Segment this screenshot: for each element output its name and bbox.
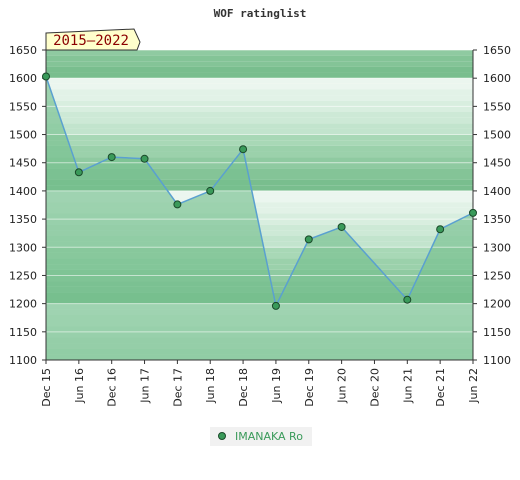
data-point-7 bbox=[271, 301, 280, 310]
band-30 bbox=[46, 219, 473, 225]
band-9 bbox=[46, 100, 473, 107]
series-area bbox=[46, 76, 473, 360]
band-20 bbox=[46, 162, 473, 169]
data-point-10 bbox=[403, 295, 412, 304]
y-label-right-1550: 1550 bbox=[483, 100, 511, 113]
band-28 bbox=[46, 207, 473, 214]
data-point-11 bbox=[436, 225, 445, 234]
period-badge-text: 2015–2022 bbox=[53, 33, 129, 49]
data-point-6 bbox=[239, 145, 248, 154]
period-badge-shape bbox=[45, 28, 141, 51]
x-label-5: Jun 18 bbox=[204, 368, 217, 404]
band-1 bbox=[46, 55, 473, 62]
y-label-left-1300: 1300 bbox=[9, 241, 37, 254]
data-point-0 bbox=[42, 72, 50, 81]
y-label-right-1150: 1150 bbox=[483, 326, 511, 339]
y-label-right-1600: 1600 bbox=[483, 72, 511, 85]
x-label-3: Jun 17 bbox=[139, 368, 152, 404]
x-label-10: Dec 20 bbox=[368, 368, 381, 407]
band-21 bbox=[46, 168, 473, 174]
data-point-9 bbox=[337, 222, 346, 231]
axes bbox=[45, 50, 474, 361]
data-point-2 bbox=[107, 153, 116, 162]
band-24 bbox=[46, 185, 473, 191]
y-label-left-1550: 1550 bbox=[9, 100, 37, 113]
y-label-right-1650: 1650 bbox=[483, 44, 511, 57]
chart-title: WOF ratinglist bbox=[214, 7, 307, 20]
y-label-right-1250: 1250 bbox=[483, 269, 511, 282]
legend-box bbox=[210, 427, 312, 446]
y-label-left-1150: 1150 bbox=[9, 326, 37, 339]
band-17 bbox=[46, 145, 473, 152]
band-25 bbox=[46, 190, 473, 197]
band-14 bbox=[46, 128, 473, 135]
y-label-left-1400: 1400 bbox=[9, 185, 37, 198]
x-label-6: Dec 18 bbox=[237, 368, 250, 407]
x-label-13: Jun 22 bbox=[467, 368, 480, 404]
band-13 bbox=[46, 123, 473, 129]
band-8 bbox=[46, 95, 473, 101]
y-label-left-1500: 1500 bbox=[9, 129, 37, 142]
band-18 bbox=[46, 151, 473, 158]
band-7 bbox=[46, 89, 473, 96]
y-label-right-1400: 1400 bbox=[483, 185, 511, 198]
y-axis-left-labels: 1650 1600 1550 1500 1450 1400 1350 1300 1250 1200… bbox=[9, 44, 37, 367]
data-point-12 bbox=[469, 208, 477, 217]
period-badge: 2015–2022 bbox=[45, 28, 141, 51]
band-11 bbox=[46, 112, 473, 118]
band-16 bbox=[46, 140, 473, 146]
data-point-8 bbox=[304, 235, 313, 244]
y-label-left-1450: 1450 bbox=[9, 157, 37, 170]
y-label-left-1100: 1100 bbox=[9, 354, 37, 367]
y-label-left-1650: 1650 bbox=[9, 44, 37, 57]
x-label-1: Jun 16 bbox=[73, 368, 86, 404]
legend: IMANAKA Ro bbox=[210, 427, 312, 446]
y-axis-right-labels: 1650 1600 1550 1500 1450 1400 1350 1300 1250 1200… bbox=[483, 44, 511, 367]
x-label-11: Jun 21 bbox=[401, 368, 414, 404]
band-12 bbox=[46, 117, 473, 124]
y-label-right-1200: 1200 bbox=[483, 298, 511, 311]
band-4 bbox=[46, 72, 473, 79]
band-29 bbox=[46, 213, 473, 220]
x-label-2: Dec 16 bbox=[106, 368, 119, 407]
legend-marker bbox=[218, 432, 226, 440]
data-point-5 bbox=[206, 186, 215, 195]
band-26 bbox=[46, 196, 473, 203]
band-23 bbox=[46, 179, 473, 186]
x-label-8: Dec 19 bbox=[303, 368, 316, 407]
y-label-left-1600: 1600 bbox=[9, 72, 37, 85]
band-3 bbox=[46, 66, 473, 73]
y-label-left-1350: 1350 bbox=[9, 213, 37, 226]
x-label-12: Dec 21 bbox=[434, 368, 447, 407]
x-label-4: Dec 17 bbox=[171, 368, 184, 407]
band-15 bbox=[46, 134, 473, 141]
x-axis-labels: Dec 15 Jun 16 Dec 16 Jun 17 Dec 17 Jun 18 Dec … bbox=[40, 360, 480, 407]
area-layer bbox=[46, 76, 473, 360]
band-19 bbox=[46, 157, 473, 163]
band-27 bbox=[46, 202, 473, 208]
band-5 bbox=[46, 78, 473, 84]
legend-label: IMANAKA Ro bbox=[235, 430, 303, 443]
band-10 bbox=[46, 106, 473, 112]
data-point-1 bbox=[74, 168, 83, 177]
y-label-right-1100: 1100 bbox=[483, 354, 511, 367]
series-markers bbox=[42, 72, 477, 310]
data-point-3 bbox=[140, 154, 149, 163]
band-22 bbox=[46, 174, 473, 180]
data-point-4 bbox=[173, 200, 182, 209]
y-label-right-1300: 1300 bbox=[483, 241, 511, 254]
y-label-right-1350: 1350 bbox=[483, 213, 511, 226]
x-label-9: Jun 20 bbox=[336, 368, 349, 404]
band-6 bbox=[46, 83, 473, 90]
y-label-right-1500: 1500 bbox=[483, 129, 511, 142]
band-2 bbox=[46, 61, 473, 67]
x-label-0: Dec 15 bbox=[40, 368, 53, 407]
y-label-left-1250: 1250 bbox=[9, 269, 37, 282]
band-0 bbox=[46, 50, 473, 56]
x-label-7: Jun 19 bbox=[270, 368, 283, 404]
y-label-left-1200: 1200 bbox=[9, 298, 37, 311]
y-label-right-1450: 1450 bbox=[483, 157, 511, 170]
